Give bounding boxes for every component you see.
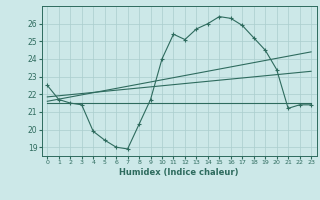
X-axis label: Humidex (Indice chaleur): Humidex (Indice chaleur) (119, 168, 239, 177)
